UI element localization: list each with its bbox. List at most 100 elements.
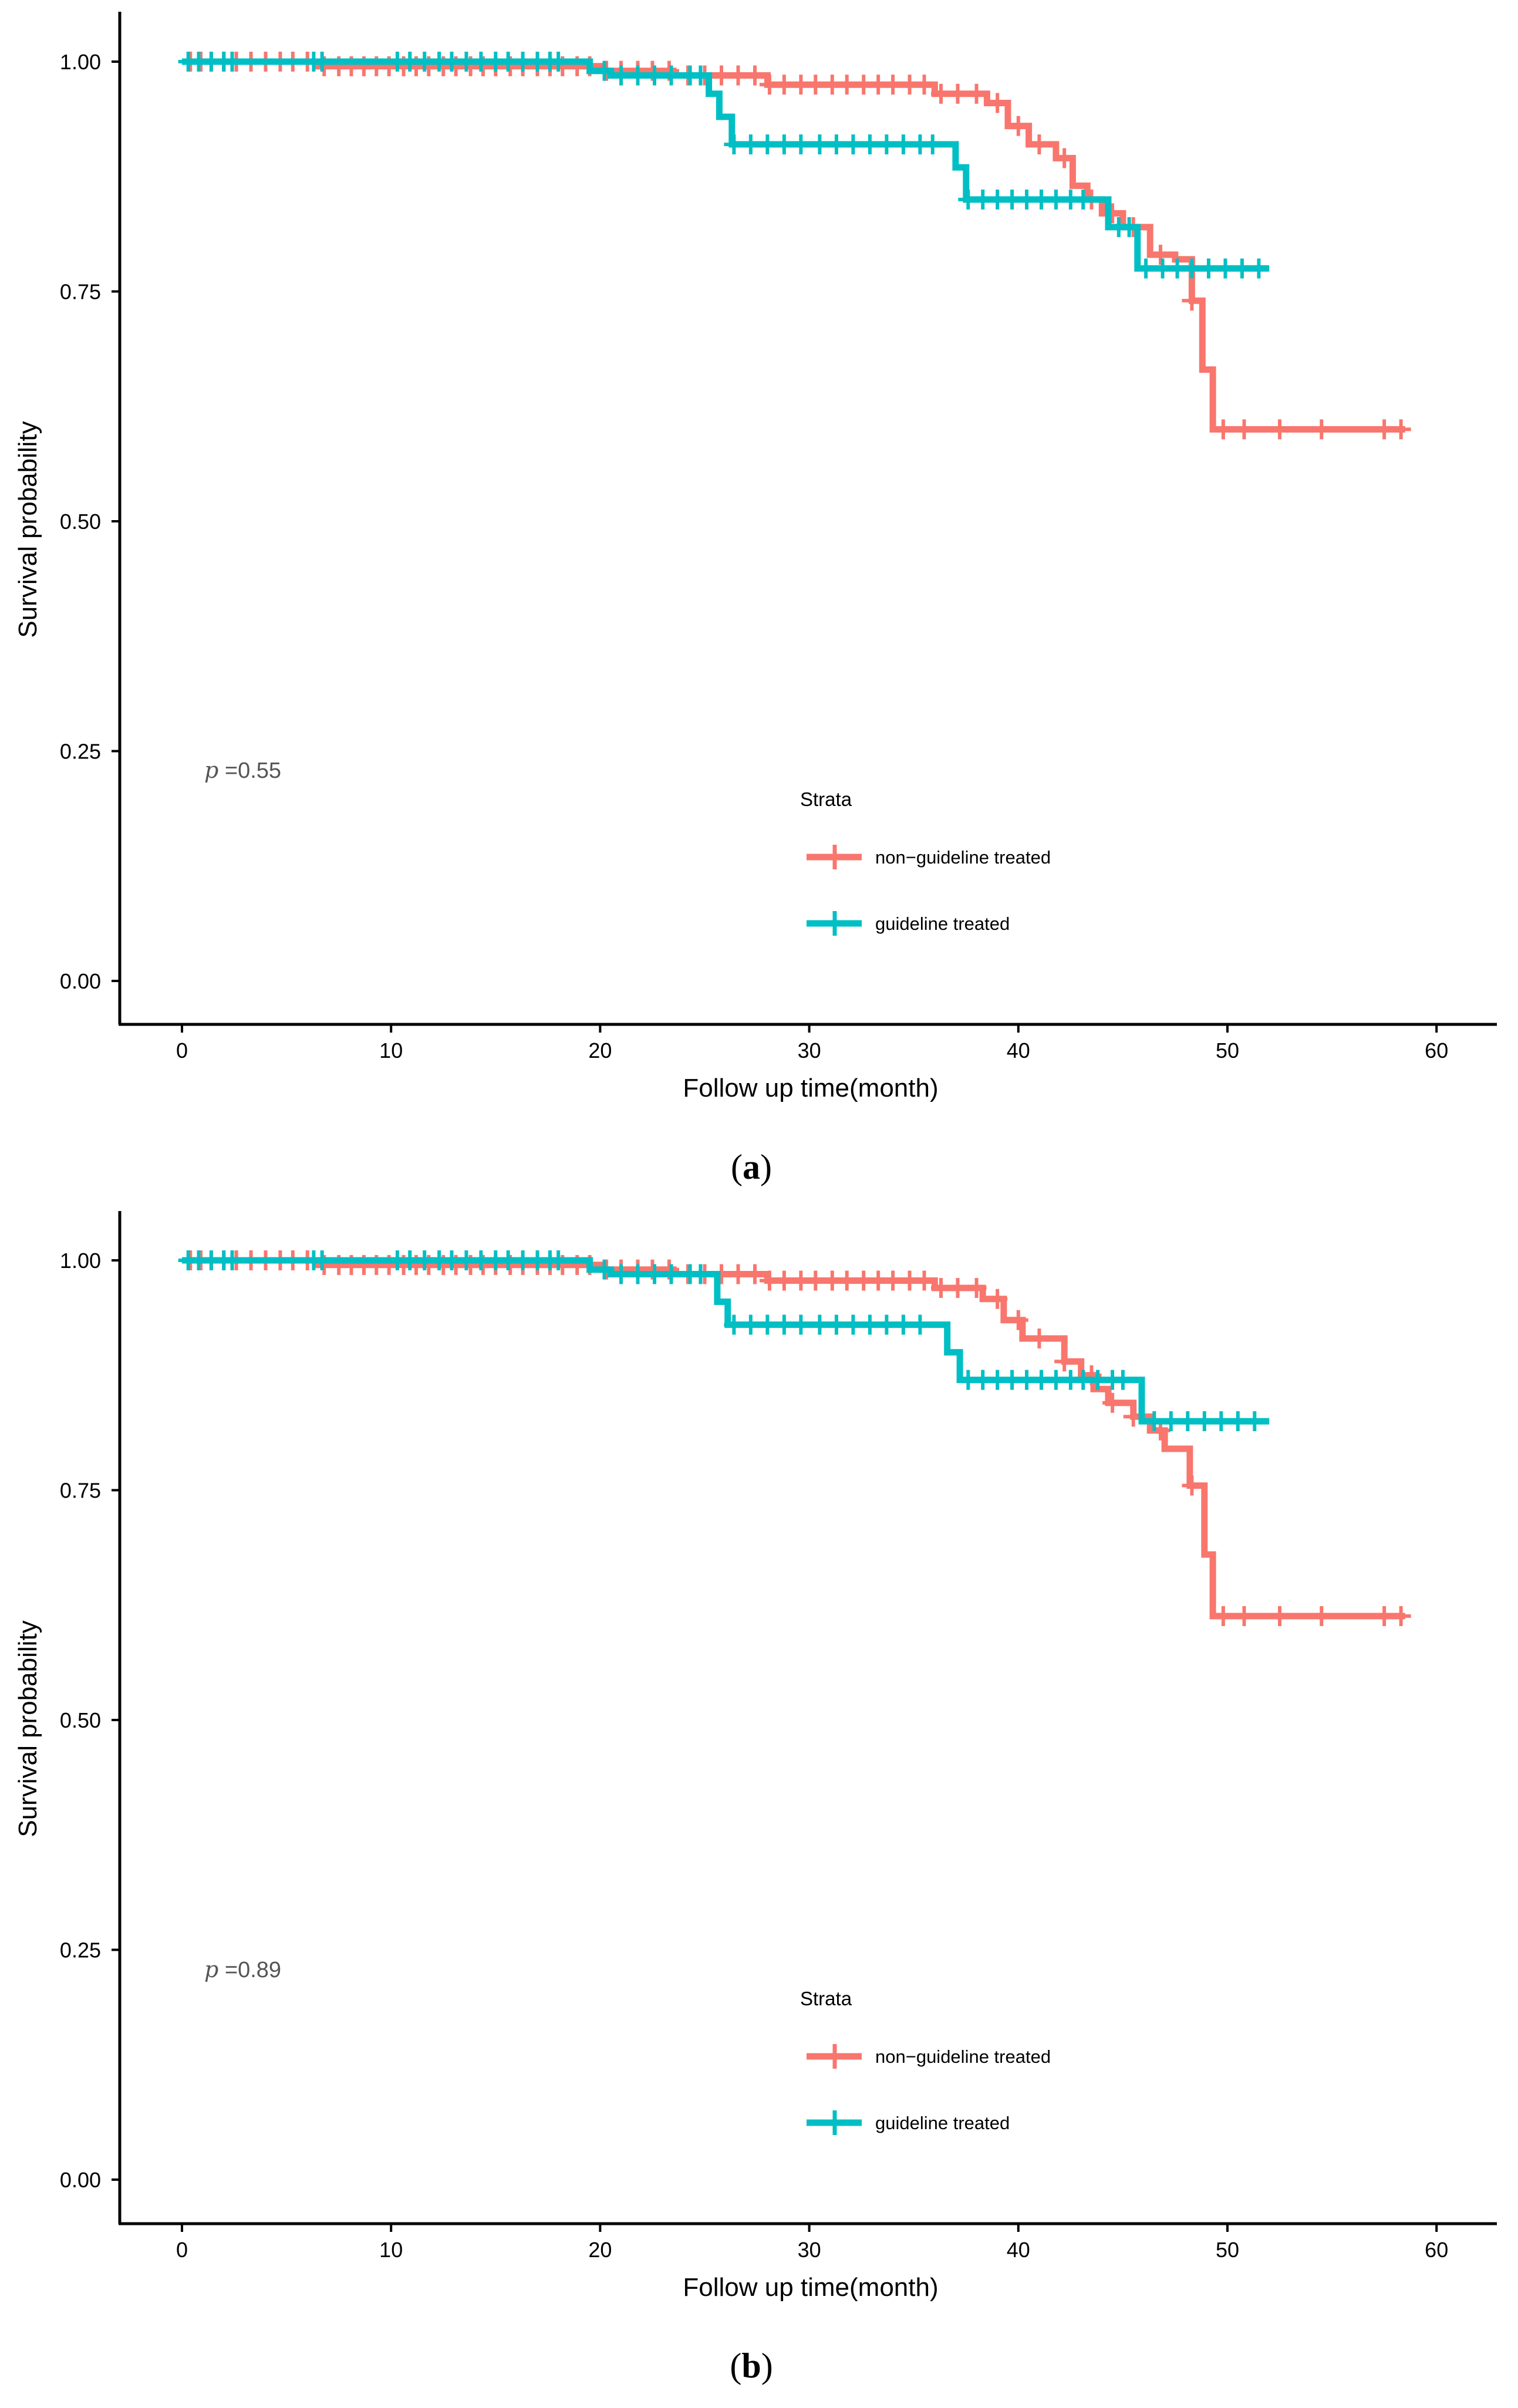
panel-b-x-tick-label: 60 xyxy=(1425,2238,1448,2262)
panel-a-non-guideline-treated-curve xyxy=(182,58,1405,433)
panel-b-x-tick-label: 50 xyxy=(1216,2238,1239,2262)
panel-a-guideline-treated-censor-mark xyxy=(1215,258,1236,279)
panel-b-guideline-treated-censor-mark xyxy=(222,1250,242,1270)
panel-a-guideline-treated-censor-mark xyxy=(774,134,794,154)
panel-b-legend-label: non−guideline treated xyxy=(875,2046,1051,2067)
panel-a-guideline-treated-censor-mark xyxy=(809,134,830,154)
panel-a-guideline-treated-censor-mark xyxy=(876,134,897,154)
panel-a-guideline-treated-censor-mark xyxy=(1232,258,1252,279)
panel-a-x-tick-label: 0 xyxy=(176,1038,188,1063)
panel-b-non-guideline-treated-censor-mark xyxy=(1391,1606,1411,1627)
panel-a-non-guideline-treated-censor-mark xyxy=(1270,419,1290,440)
panel-b-y-tick-label: 0.75 xyxy=(60,1479,101,1503)
panel-a-x-tick-label: 30 xyxy=(798,1038,821,1063)
panel-a-guideline-treated-censor-mark xyxy=(843,134,863,154)
panel-a-non-guideline-treated-censor-mark xyxy=(1008,116,1028,136)
panel-a-non-guideline-treated-censor-mark xyxy=(1029,134,1050,154)
panel-b-legend-label: guideline treated xyxy=(875,2113,1010,2133)
panel-a-y-tick-label: 0.75 xyxy=(60,280,101,304)
panel-b-non-guideline-treated-censor-mark xyxy=(1213,1606,1233,1627)
panel-a-guideline-treated-censor-mark xyxy=(757,134,778,154)
panel-a-legend-key-cross xyxy=(824,911,845,936)
panel-b-guideline-treated-censor-mark xyxy=(312,1250,332,1270)
panel-a-non-guideline-treated-censor-mark xyxy=(1151,244,1171,265)
panel-a-x-tick-label: 10 xyxy=(379,1038,403,1063)
panel-b-guideline-treated-censor-mark xyxy=(1227,1411,1248,1432)
panel-b-guideline-treated-censor-mark xyxy=(1211,1411,1232,1432)
panel-a-guideline-treated-censor-mark xyxy=(1136,258,1156,279)
panel-a-guideline-treated-censor-mark xyxy=(645,65,665,86)
panel-b-non-guideline-treated-censor-mark xyxy=(1270,1606,1290,1627)
panel-a-legend: Strata non−guideline treated guideline tre… xyxy=(800,788,1051,936)
panel-b-guideline-treated-censor-mark xyxy=(757,1314,778,1335)
panel-b-guideline-treated-censor-mark xyxy=(893,1314,913,1335)
panel-a-non-guideline-treated-censor-mark xyxy=(947,83,968,104)
panel-b-non-guideline-treated-curve xyxy=(182,1257,1405,1620)
panel-a-guideline-treated-censor-mark xyxy=(859,134,880,154)
panel-a-guideline-treated-censor-mark xyxy=(222,52,242,72)
panel-b-guideline-treated-censor-mark xyxy=(628,1264,648,1284)
panel-a-guideline-treated-censor-mark xyxy=(740,134,761,154)
panel-b-y-axis-title: Survival probability xyxy=(14,1620,42,1837)
panel-a-caption: (a) xyxy=(731,1148,772,1186)
panel-b-guideline-treated-censor-mark xyxy=(740,1314,761,1335)
panel-b-non-guideline-treated-censor-mark xyxy=(836,1270,857,1291)
panel-b-legend-title: Strata xyxy=(800,1988,852,2009)
panel-a-non-guideline-treated-censor-mark xyxy=(1391,419,1411,440)
panel-b-caption: (b) xyxy=(730,2346,773,2385)
panel-b-caption-close: ) xyxy=(761,2346,773,2385)
panel-b-p-value: p =0.89 xyxy=(204,1957,281,1982)
panel-b-guideline-treated-censor-mark xyxy=(661,1264,682,1284)
panel-b-non-guideline-treated-censor-mark xyxy=(931,1277,952,1298)
panel-b-non-guideline-treated-censor-mark xyxy=(1234,1606,1254,1627)
panel-a-legend-label: non−guideline treated xyxy=(875,847,1051,868)
panel-a-guideline-treated-censor-mark xyxy=(312,52,332,72)
panel-b-guideline-treated-censor-mark xyxy=(690,1264,711,1284)
panel-b-guideline-treated-censor-mark xyxy=(910,1314,930,1335)
panel-b-guideline-treated-censor-mark xyxy=(859,1314,880,1335)
panel-b-x-tick-label: 20 xyxy=(588,2238,612,2262)
panel-a-caption-close: ) xyxy=(760,1148,772,1186)
panel-a-y-tick-label: 0.00 xyxy=(60,969,101,993)
panel-a-x-axis-title: Follow up time(month) xyxy=(683,1074,938,1102)
panel-b-non-guideline-treated-censor-mark xyxy=(1182,1475,1202,1496)
panel-b-guideline-treated-censor-mark xyxy=(724,1314,744,1335)
panel-a-guideline-treated-censor-mark xyxy=(690,65,711,86)
panel-a-guideline-treated-censor-mark xyxy=(1198,258,1219,279)
panel-a-non-guideline-treated-censor-mark xyxy=(805,75,826,95)
panel-a-legend-label: guideline treated xyxy=(875,913,1010,934)
panel-b-non-guideline-treated-censor-mark xyxy=(1102,1392,1123,1413)
panel-a-non-guideline-treated-censor-mark xyxy=(914,75,935,95)
panel-a-y-axis-title: Survival probability xyxy=(14,421,42,638)
panel-a-non-guideline-treated-series xyxy=(180,52,1411,440)
panel-a-guideline-treated-censor-mark xyxy=(893,134,913,154)
panel-a-non-guideline-treated-censor-mark xyxy=(836,75,857,95)
panel-b-p-value-symbol: p xyxy=(204,1957,218,1982)
panel-b-guideline-treated-censor-mark xyxy=(826,1314,846,1335)
panel-a-non-guideline-treated-censor-mark xyxy=(883,75,903,95)
panel-a-non-guideline-treated-censor-mark xyxy=(744,65,765,86)
panel-b-non-guideline-treated-censor-mark xyxy=(987,1289,1008,1309)
panel-a-y-tick-label: 1.00 xyxy=(60,50,101,74)
panel-a-guideline-treated-censor-mark xyxy=(791,134,811,154)
panel-b-legend-key-cross xyxy=(824,2044,845,2069)
panel-b-x-tick-label: 40 xyxy=(1007,2238,1030,2262)
panel-b-guideline-treated-censor-mark xyxy=(611,1264,632,1284)
panel-b-legend-key-cross xyxy=(824,2110,845,2135)
panel-b-guideline-treated-censor-mark xyxy=(1161,1411,1181,1432)
panel-a-guideline-treated-censor-mark xyxy=(661,65,682,86)
panel-b-caption-open: ( xyxy=(730,2346,741,2385)
panel-b-guideline-treated-censor-mark xyxy=(594,1259,615,1280)
panel-a-guideline-treated-censor-mark xyxy=(594,60,615,81)
panel-b-x-axis-title: Follow up time(month) xyxy=(683,2273,938,2302)
panel-a-p-value-symbol: p xyxy=(204,757,218,783)
panel-b-guideline-treated-censor-mark xyxy=(1112,1370,1133,1390)
panel-a-guideline-treated-censor-mark xyxy=(1073,189,1094,210)
panel-a-non-guideline-treated-censor-mark xyxy=(1054,148,1075,168)
panel-b-guideline-treated-censor-mark xyxy=(809,1314,830,1335)
panel-b-non-guideline-treated-censor-mark xyxy=(774,1270,794,1291)
panel-b-y-tick-label: 0.25 xyxy=(60,1938,101,1962)
panel-b-guideline-treated-censor-mark xyxy=(843,1314,863,1335)
panel-a-p-value-text: =0.55 xyxy=(218,758,281,783)
panel-b-y-tick-label: 0.00 xyxy=(60,2168,101,2192)
